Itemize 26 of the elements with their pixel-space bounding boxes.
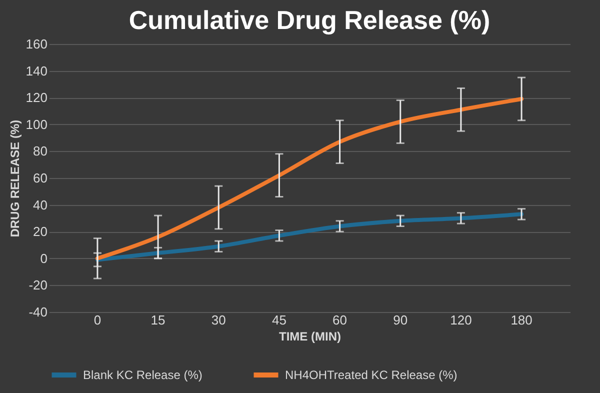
y-tick-label: 120 (26, 90, 48, 106)
y-tick-label: -20 (28, 278, 48, 293)
y-tick-label: 160 (26, 36, 48, 52)
legend-label: Blank KC Release (%) (83, 368, 202, 382)
y-tick-label: 0 (40, 250, 48, 266)
y-tick-label: -40 (28, 304, 48, 320)
x-tick-label: 120 (450, 312, 472, 328)
y-tick-label: 80 (33, 144, 48, 159)
x-tick-label: 180 (510, 312, 532, 328)
x-tick-label: 15 (150, 312, 166, 328)
chart-title: Cumulative Drug Release (%) (128, 5, 490, 35)
x-tick-label: 0 (94, 312, 102, 328)
x-tick-label: 45 (272, 312, 286, 328)
x-tick-label: 30 (211, 312, 226, 328)
x-tick-label: 90 (393, 312, 408, 328)
y-tick-label: 100 (26, 116, 48, 132)
x-axis-title: TIME (MIN) (279, 330, 341, 344)
legend-label: NH4OHTreated KC Release (%) (285, 368, 458, 382)
y-tick-label: 40 (33, 197, 48, 212)
y-axis-title: DRUG RELEASE (%) (8, 120, 22, 238)
y-tick-label: 140 (26, 63, 48, 78)
y-tick-label: 20 (33, 224, 48, 240)
line-series (95, 96, 524, 260)
x-tick-label: 60 (332, 312, 348, 328)
y-tick-label: 60 (33, 170, 48, 186)
line-series (95, 212, 524, 262)
